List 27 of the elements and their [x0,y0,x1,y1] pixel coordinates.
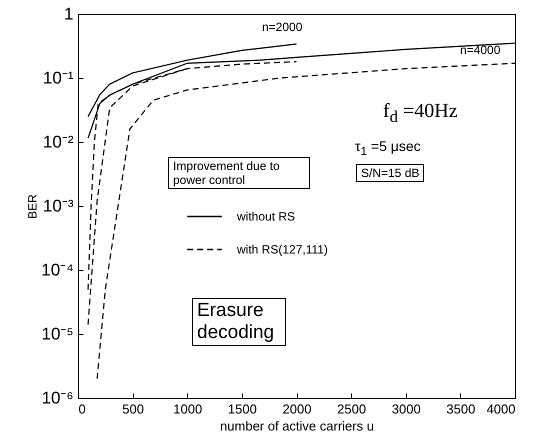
y-tick-label: 10⁻³ [42,196,74,216]
x-tick-label: 3000 [392,402,421,416]
x-tick-label: 1000 [173,402,202,416]
x-tick-label: 0 [78,402,86,416]
x-tick-label: 500 [122,402,144,416]
annotation: n=4000 [460,43,500,57]
y-tick-label: 10⁻⁵ [42,324,74,344]
annotation: f$_{d}$ =40Hz [383,100,458,127]
annotation: n=2000 [262,20,302,34]
annotation: Erasure decoding [192,298,286,346]
legend-label: without RS [236,210,296,224]
annotation: S/N=15 dB [356,164,424,182]
y-tick-label: 10⁻² [42,132,74,152]
x-tick-label: 1500 [228,402,257,416]
x-tick-label: 2000 [282,402,312,416]
x-axis-title: number of active carriers u [220,418,374,434]
y-tick-label: 10⁻⁴ [41,260,74,280]
y-axis-title: BER [25,194,40,219]
x-tick-label: 4000 [486,402,516,416]
legend-label: with RS(127,111) [236,242,328,256]
y-tick-label: 10⁻⁶ [42,388,74,408]
annotation: Improvement due to power control [168,157,310,189]
x-tick-label: 2500 [337,402,366,416]
y-tick-label: 10⁻¹ [42,68,74,88]
y-tick-label: 1 [64,4,74,24]
annotation: τ$_{1}$ =5 μsec [355,138,421,158]
x-tick-label: 3500 [446,402,476,416]
